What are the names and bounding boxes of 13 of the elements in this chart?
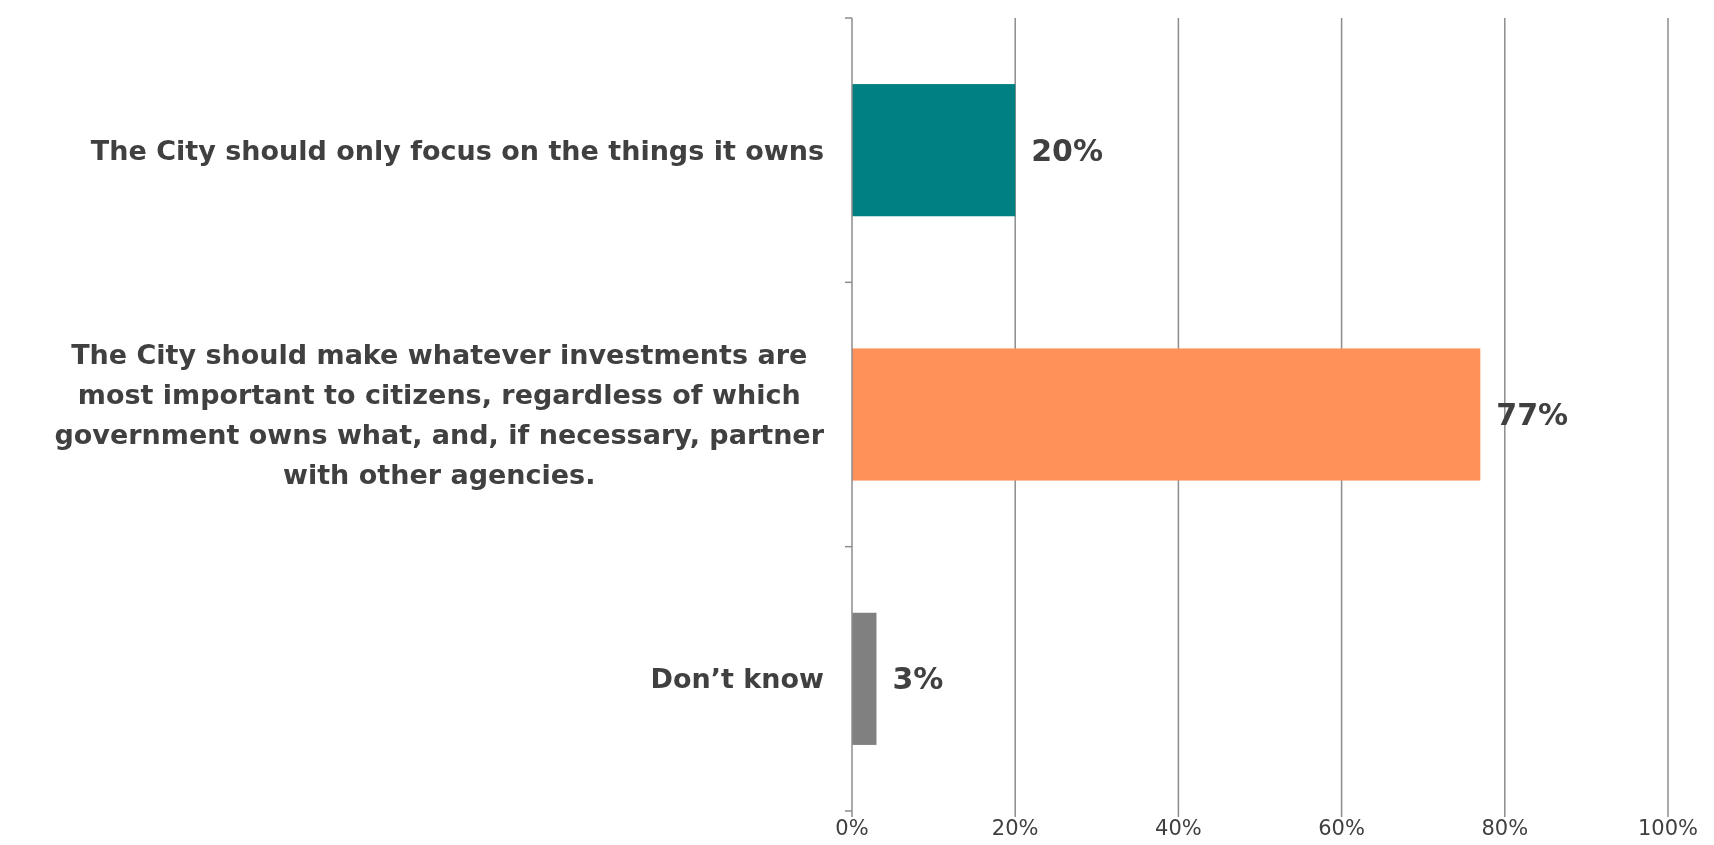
x-tick-label: 60% — [1318, 816, 1365, 840]
x-tick-label: 0% — [835, 816, 869, 840]
y-tick-label: The City should only focus on the things it owns — [90, 134, 824, 166]
data-label: 3% — [892, 661, 944, 697]
y-tick-label: The City should make whatever investments are most important to citizens, regardless of which government owns what, and, if necessary, partner with other agencies. — [54, 338, 825, 490]
x-tick-label: 100% — [1637, 816, 1699, 840]
x-tick-label: 20% — [991, 816, 1039, 840]
bar — [852, 348, 1481, 481]
x-tick-label: 80% — [1481, 816, 1529, 840]
x-tick-label: 40% — [1155, 816, 1202, 840]
y-tick-label: Don’t know — [650, 663, 824, 695]
bar — [852, 84, 1016, 217]
data-label: 20% — [1031, 132, 1104, 168]
